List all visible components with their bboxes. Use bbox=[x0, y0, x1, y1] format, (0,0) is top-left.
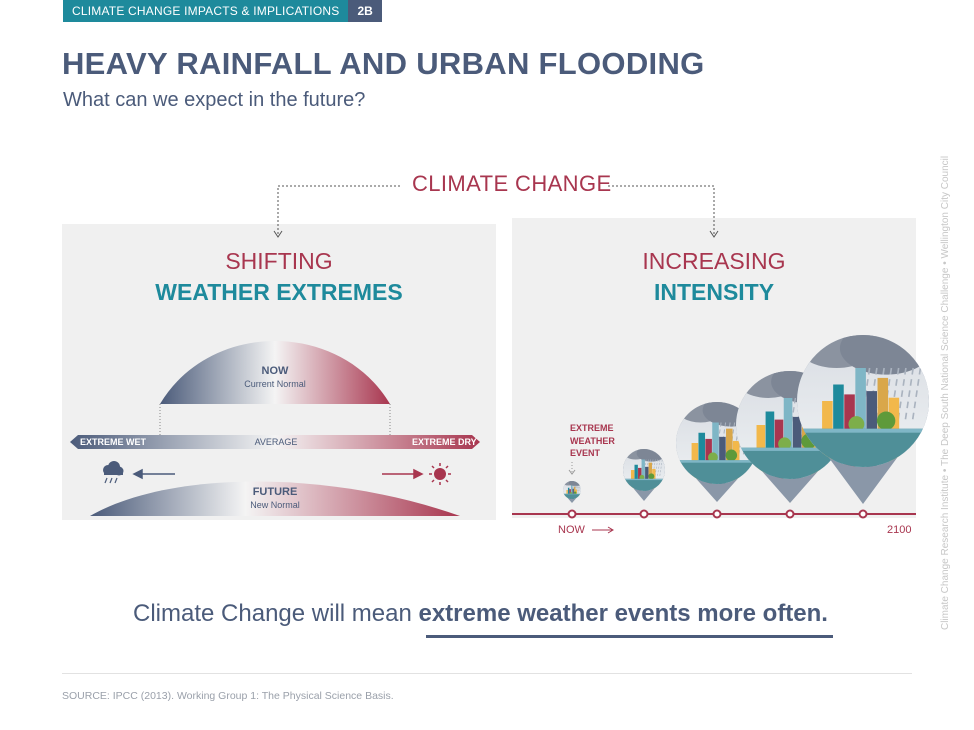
average-label: AVERAGE bbox=[254, 437, 298, 447]
sun-icon bbox=[429, 463, 451, 485]
extreme-wet-label: EXTREME WET bbox=[80, 437, 147, 447]
future-label: FUTURE bbox=[252, 486, 298, 498]
page-subtitle: What can we expect in the future? bbox=[63, 89, 366, 111]
right-panel-title-line1: INCREASING bbox=[642, 248, 786, 274]
intensity-pin bbox=[797, 335, 930, 504]
summary-prefix: Climate Change will mean bbox=[133, 600, 419, 627]
now-label: NOW bbox=[261, 365, 289, 377]
spectrum-arrow bbox=[70, 435, 480, 449]
summary-emphasis: extreme weather events more often. bbox=[418, 600, 828, 627]
extreme-event-label: EXTREME WEATHER EVENT bbox=[570, 422, 615, 460]
summary-statement: Climate Change will mean extreme weather… bbox=[62, 600, 899, 628]
left-panel-title-line2: WEATHER EXTREMES bbox=[155, 279, 403, 305]
extreme-event-label-line: EVENT bbox=[570, 448, 601, 458]
dry-direction-arrow bbox=[382, 468, 424, 480]
rain-cloud-icon bbox=[103, 461, 124, 484]
intensity-pins bbox=[563, 335, 930, 504]
left-panel-title-line1: SHIFTING bbox=[225, 248, 333, 274]
timeline-start-label: NOW bbox=[558, 524, 585, 536]
header-tag-code: 2B bbox=[348, 0, 382, 22]
now-distribution-curve bbox=[160, 341, 390, 404]
source-citation: SOURCE: IPCC (2013). Working Group 1: Th… bbox=[62, 690, 394, 702]
right-panel-title-line2: INTENSITY bbox=[653, 279, 775, 305]
summary-underline bbox=[426, 635, 833, 638]
extreme-dry-label: EXTREME DRY bbox=[412, 437, 477, 447]
now-sublabel: Current Normal bbox=[244, 379, 306, 389]
connector-lines bbox=[277, 185, 715, 234]
intensity-pin bbox=[623, 448, 666, 501]
event-pointer-tip bbox=[568, 469, 576, 475]
arrow-right-tip bbox=[709, 230, 719, 238]
future-distribution-curve bbox=[90, 481, 460, 516]
now-timeline-arrow bbox=[592, 526, 614, 534]
timeline-markers bbox=[567, 509, 868, 519]
extreme-event-label-line: EXTREME bbox=[570, 423, 614, 433]
footer-divider bbox=[62, 673, 912, 674]
future-sublabel: New Normal bbox=[250, 500, 300, 510]
extreme-event-label-line: WEATHER bbox=[570, 435, 615, 446]
header-tag: CLIMATE CHANGE IMPACTS & IMPLICATIONS 2B bbox=[63, 0, 382, 22]
wet-direction-arrow bbox=[132, 468, 175, 480]
header-tag-text: CLIMATE CHANGE IMPACTS & IMPLICATIONS bbox=[63, 0, 349, 22]
climate-change-label: CLIMATE CHANGE bbox=[412, 171, 612, 196]
arrow-left-tip bbox=[273, 230, 283, 238]
timeline-end-label: 2100 bbox=[887, 524, 912, 536]
intensity-pin bbox=[563, 481, 582, 503]
page-title: HEAVY RAINFALL AND URBAN FLOODING bbox=[62, 46, 705, 81]
